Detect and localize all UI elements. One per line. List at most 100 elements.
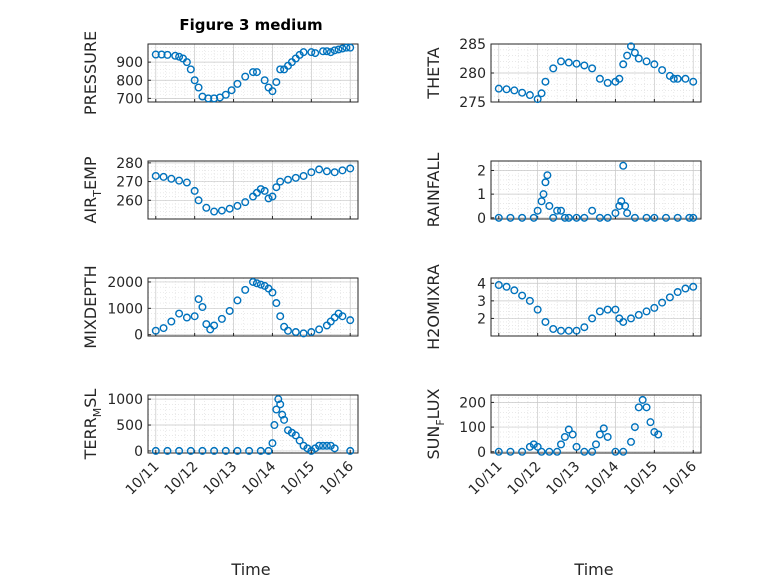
x-tick-label: 10/12 bbox=[162, 459, 202, 499]
data-marker bbox=[175, 446, 184, 455]
y-tick-label: 260 bbox=[116, 193, 143, 209]
data-marker bbox=[151, 50, 160, 59]
data-marker bbox=[525, 91, 534, 100]
data-marker bbox=[580, 213, 589, 222]
data-marker bbox=[276, 400, 285, 409]
data-marker bbox=[256, 446, 265, 455]
data-marker bbox=[260, 76, 269, 85]
data-marker bbox=[630, 423, 639, 432]
y-axis-label: THETA bbox=[424, 47, 443, 99]
data-marker bbox=[315, 441, 324, 450]
data-marker bbox=[572, 326, 581, 335]
data-marker bbox=[634, 54, 643, 63]
data-marker bbox=[171, 51, 180, 60]
data-marker bbox=[533, 95, 542, 104]
data-marker bbox=[210, 321, 219, 330]
data-marker bbox=[494, 281, 503, 290]
y-tick-label: 0 bbox=[134, 328, 143, 344]
data-marker bbox=[241, 72, 250, 81]
data-marker bbox=[159, 324, 168, 333]
data-marker bbox=[564, 213, 573, 222]
data-marker bbox=[338, 44, 347, 53]
data-marker bbox=[233, 296, 242, 305]
data-marker bbox=[311, 49, 320, 58]
data-marker bbox=[545, 201, 554, 210]
data-marker bbox=[650, 303, 659, 312]
data-marker bbox=[233, 79, 242, 88]
y-tick-label: 900 bbox=[116, 55, 143, 71]
data-marker bbox=[537, 447, 546, 456]
y-tick-label: 1 bbox=[477, 187, 486, 203]
data-marker bbox=[669, 74, 678, 83]
data-marker bbox=[564, 326, 573, 335]
data-marker bbox=[539, 190, 548, 199]
data-marker bbox=[175, 309, 184, 318]
data-marker bbox=[588, 314, 597, 323]
data-marker bbox=[630, 48, 639, 57]
y-tick-label: 4 bbox=[477, 276, 486, 292]
data-marker bbox=[330, 46, 339, 55]
data-marker bbox=[204, 94, 213, 103]
data-marker bbox=[217, 314, 226, 323]
data-marker bbox=[330, 313, 339, 322]
data-marker bbox=[510, 86, 519, 95]
y-tick-label: 100 bbox=[459, 420, 486, 436]
data-marker bbox=[346, 43, 355, 52]
data-marker bbox=[280, 322, 289, 331]
y-tick-label: 500 bbox=[116, 418, 143, 434]
data-marker bbox=[190, 186, 199, 195]
data-marker bbox=[623, 51, 632, 60]
panel-theta: 275 280 285 THETA bbox=[424, 37, 702, 111]
data-marker bbox=[322, 47, 331, 56]
data-marker bbox=[276, 177, 285, 186]
data-marker bbox=[291, 431, 300, 440]
data-marker bbox=[494, 213, 503, 222]
data-marker bbox=[299, 329, 308, 338]
data-marker bbox=[627, 437, 636, 446]
data-marker bbox=[241, 198, 250, 207]
data-marker bbox=[276, 312, 285, 321]
x-tick-label: 10/15 bbox=[278, 459, 318, 499]
data-marker bbox=[650, 60, 659, 69]
data-marker bbox=[662, 213, 671, 222]
data-marker bbox=[264, 194, 273, 203]
y-tick-label: 700 bbox=[116, 91, 143, 107]
data-marker bbox=[572, 59, 581, 68]
y-tick-label: 280 bbox=[116, 156, 143, 172]
data-marker bbox=[202, 203, 211, 212]
data-marker bbox=[518, 447, 527, 456]
data-marker bbox=[611, 447, 620, 456]
data-marker bbox=[588, 206, 597, 215]
y-tick-label: 2000 bbox=[107, 275, 143, 291]
data-marker bbox=[194, 295, 203, 304]
axes-box bbox=[147, 160, 359, 220]
data-marker bbox=[646, 418, 655, 427]
data-marker bbox=[557, 57, 566, 66]
y-tick-label: 200 bbox=[459, 395, 486, 411]
data-marker bbox=[268, 439, 277, 448]
data-marker bbox=[167, 174, 176, 183]
data-marker bbox=[248, 68, 257, 77]
data-marker bbox=[541, 77, 550, 86]
y-tick-label: 1000 bbox=[107, 392, 143, 408]
data-marker bbox=[665, 293, 674, 302]
data-marker bbox=[210, 446, 219, 455]
data-marker bbox=[291, 328, 300, 337]
data-marker bbox=[307, 168, 316, 177]
data-marker bbox=[190, 312, 199, 321]
data-marker bbox=[623, 209, 632, 218]
panel-terr-msl: 0 500 1000 10/11 10/12 10/13 10/14 10/15 10/16 TE… bbox=[81, 389, 359, 499]
data-marker bbox=[151, 446, 160, 455]
data-marker bbox=[233, 201, 242, 210]
data-marker bbox=[685, 213, 694, 222]
data-marker bbox=[681, 74, 690, 83]
data-marker bbox=[175, 176, 184, 185]
data-marker bbox=[256, 280, 265, 289]
data-marker bbox=[233, 446, 242, 455]
data-marker bbox=[560, 432, 569, 441]
axes-box bbox=[147, 394, 359, 454]
x-tick-label: 10/15 bbox=[621, 459, 661, 499]
data-marker bbox=[167, 317, 176, 326]
data-marker bbox=[338, 312, 347, 321]
data-marker bbox=[634, 310, 643, 319]
